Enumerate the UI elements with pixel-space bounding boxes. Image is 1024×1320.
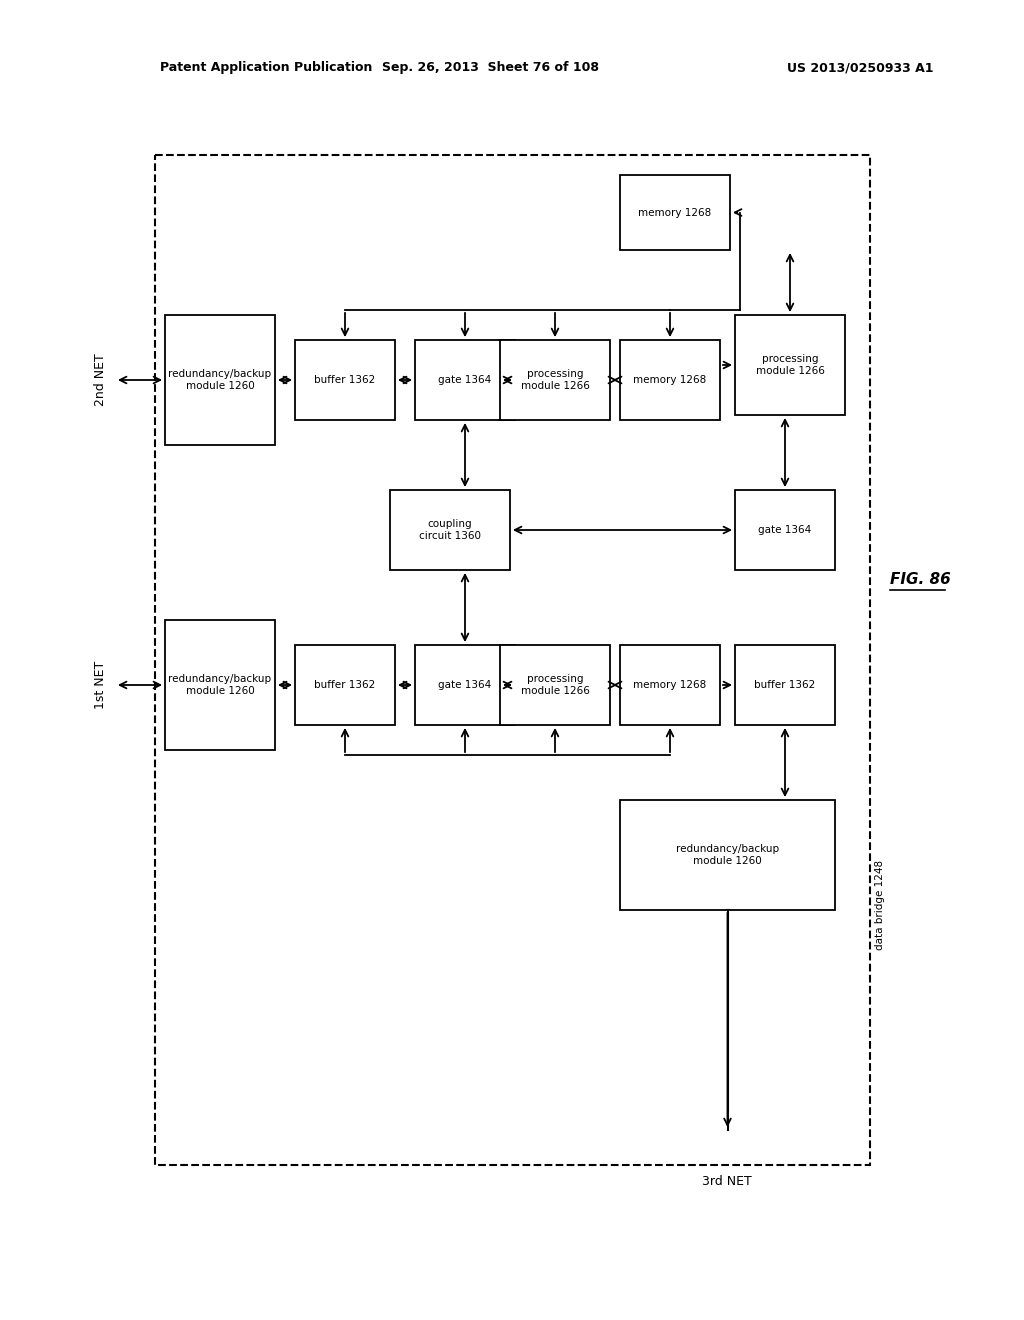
Text: 3rd NET: 3rd NET	[702, 1175, 752, 1188]
Bar	[735, 490, 835, 570]
Text: redundancy/backup
module 1260: redundancy/backup module 1260	[168, 370, 271, 391]
Text: redundancy/backup
module 1260: redundancy/backup module 1260	[676, 845, 779, 866]
Bar	[620, 341, 720, 420]
Text: 1st NET: 1st NET	[93, 661, 106, 709]
Text: memory 1268: memory 1268	[634, 680, 707, 690]
Bar	[415, 341, 515, 420]
Text: buffer 1362: buffer 1362	[314, 375, 376, 385]
Bar	[620, 800, 835, 909]
Bar	[500, 645, 610, 725]
Bar	[415, 645, 515, 725]
Bar	[735, 645, 835, 725]
Bar	[165, 620, 275, 750]
Text: processing
module 1266: processing module 1266	[756, 354, 824, 376]
Bar	[620, 645, 720, 725]
Text: coupling
circuit 1360: coupling circuit 1360	[419, 519, 481, 541]
Text: processing
module 1266: processing module 1266	[520, 675, 590, 696]
Text: gate 1364: gate 1364	[759, 525, 812, 535]
Text: gate 1364: gate 1364	[438, 375, 492, 385]
Text: memory 1268: memory 1268	[638, 207, 712, 218]
Bar	[165, 315, 275, 445]
Text: buffer 1362: buffer 1362	[314, 680, 376, 690]
Bar	[735, 315, 845, 414]
Bar	[295, 645, 395, 725]
Text: FIG. 86: FIG. 86	[890, 573, 950, 587]
Bar	[390, 490, 510, 570]
Text: redundancy/backup
module 1260: redundancy/backup module 1260	[168, 675, 271, 696]
Text: processing
module 1266: processing module 1266	[520, 370, 590, 391]
Text: data bridge 1248: data bridge 1248	[874, 859, 885, 950]
Bar	[500, 341, 610, 420]
Text: Sep. 26, 2013  Sheet 76 of 108: Sep. 26, 2013 Sheet 76 of 108	[382, 62, 598, 74]
Text: US 2013/0250933 A1: US 2013/0250933 A1	[786, 62, 933, 74]
Bar	[295, 341, 395, 420]
Bar	[620, 176, 730, 249]
Text: memory 1268: memory 1268	[634, 375, 707, 385]
Text: Patent Application Publication: Patent Application Publication	[160, 62, 373, 74]
Bar	[155, 154, 870, 1166]
Text: 2nd NET: 2nd NET	[93, 354, 106, 407]
Text: buffer 1362: buffer 1362	[755, 680, 816, 690]
Text: gate 1364: gate 1364	[438, 680, 492, 690]
